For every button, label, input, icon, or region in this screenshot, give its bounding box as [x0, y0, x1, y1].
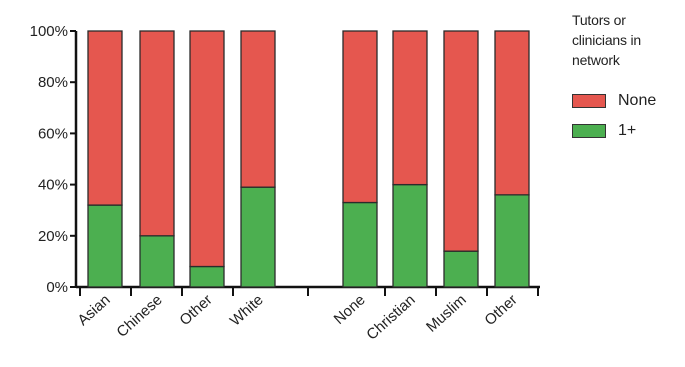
x-tick-label: Other	[176, 291, 215, 329]
legend-title: Tutors or clinicians in network	[572, 10, 684, 70]
legend-swatch-1plus	[572, 124, 606, 138]
bar-segment-1plus	[443, 250, 479, 288]
y-tick-label: 0%	[46, 279, 68, 296]
legend-swatch-none	[572, 94, 606, 108]
legend-item-none: None	[572, 92, 684, 110]
bar-segment-none	[189, 30, 225, 268]
bar-segment-none	[392, 30, 428, 186]
x-tick-label: Other	[481, 291, 520, 329]
bar-segment-1plus	[494, 194, 530, 288]
bar-segment-1plus	[342, 201, 378, 288]
bar-segment-1plus	[87, 204, 123, 288]
y-tick-label: 100%	[30, 23, 68, 40]
x-tick-label: None	[331, 291, 369, 328]
bar-segment-none	[240, 30, 276, 188]
bar-segment-none	[87, 30, 123, 206]
y-tick-label: 80%	[38, 74, 68, 91]
x-tick-label: Asian	[74, 291, 113, 329]
bars	[87, 30, 530, 288]
legend-label: 1+	[618, 122, 637, 139]
bar-segment-none	[443, 30, 479, 252]
legend-label: None	[618, 92, 657, 109]
y-tick-label: 40%	[38, 177, 68, 194]
bar-segment-1plus	[392, 183, 428, 288]
y-tick-label: 60%	[38, 125, 68, 142]
x-tick-label: White	[227, 291, 267, 329]
x-tick-label: Muslim	[423, 291, 470, 335]
legend-title-line: clinicians in	[572, 32, 641, 48]
legend-title-line: Tutors or	[572, 12, 626, 28]
bar-segment-none	[139, 30, 175, 237]
y-tick-label: 20%	[38, 228, 68, 245]
bar-segment-none	[494, 30, 530, 196]
legend-item-1plus: 1+	[572, 122, 684, 140]
bar-segment-none	[342, 30, 378, 204]
legend-title-line: network	[572, 52, 620, 68]
bar-segment-1plus	[139, 235, 175, 288]
x-tick-label: Chinese	[113, 291, 165, 340]
legend: Tutors or clinicians in network None 1+	[572, 10, 684, 140]
bar-segment-1plus	[240, 186, 276, 288]
bar-segment-1plus	[189, 265, 225, 288]
x-tick-label: Christian	[363, 291, 418, 343]
